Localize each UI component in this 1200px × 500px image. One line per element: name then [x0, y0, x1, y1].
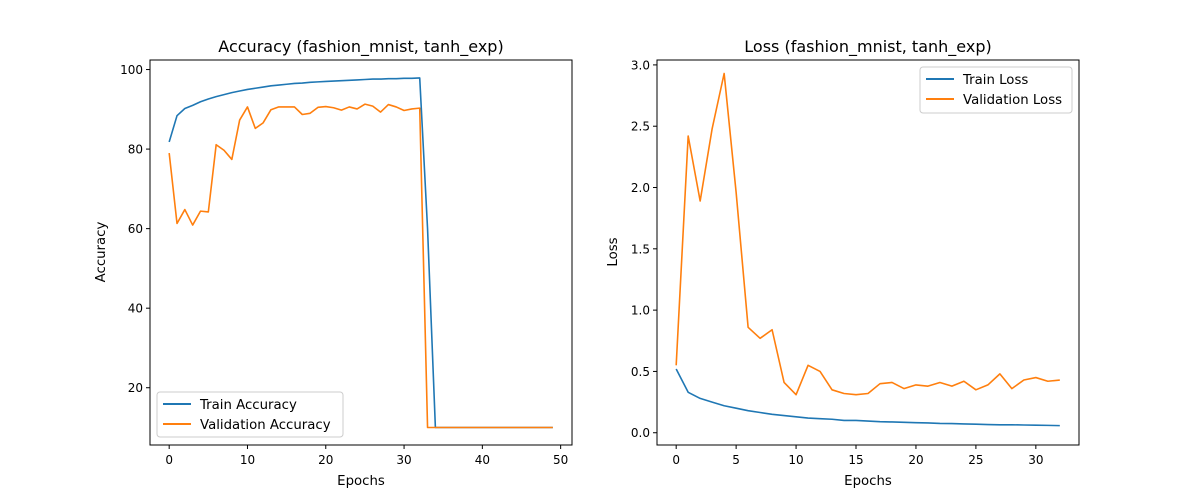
loss-y-tick-label: 3.0: [631, 58, 650, 72]
loss-x-axis-label: Epochs: [844, 474, 892, 489]
loss-x-tick-label: 20: [908, 453, 923, 467]
accuracy-y-tick-label: 80: [128, 143, 143, 157]
accuracy-x-tick-label: 0: [165, 453, 173, 467]
legend-train-accuracy-label: Train Accuracy: [199, 398, 297, 413]
legend-validation-loss-label: Validation Loss: [963, 93, 1062, 108]
accuracy-x-tick-label: 50: [553, 453, 568, 467]
loss-x-tick-label: 0: [672, 453, 680, 467]
loss-y-axis-label: Loss: [606, 237, 621, 266]
accuracy-chart-title: Accuracy (fashion_mnist, tanh_exp): [218, 37, 503, 57]
loss-x-tick-label: 15: [848, 453, 863, 467]
accuracy-y-axis-label: Accuracy: [94, 222, 109, 283]
accuracy-x-axis-label: Epochs: [337, 474, 385, 489]
accuracy-x-tick-label: 20: [318, 453, 333, 467]
accuracy-y-tick-label: 40: [128, 302, 143, 316]
loss-x-tick-label: 30: [1028, 453, 1043, 467]
accuracy-x-tick-label: 30: [396, 453, 411, 467]
accuracy-x-tick-label: 40: [475, 453, 490, 467]
accuracy-x-tick-label: 10: [240, 453, 255, 467]
accuracy-y-tick-label: 100: [120, 63, 143, 77]
accuracy-y-tick-label: 60: [128, 222, 143, 236]
loss-y-tick-label: 0.0: [631, 426, 650, 440]
legend-train-loss-label: Train Loss: [962, 73, 1028, 88]
loss-y-tick-label: 2.0: [631, 181, 650, 195]
legend-validation-accuracy-label: Validation Accuracy: [200, 418, 331, 433]
loss-x-tick-label: 10: [788, 453, 803, 467]
loss-y-tick-label: 0.5: [631, 365, 650, 379]
loss-chart-title: Loss (fashion_mnist, tanh_exp): [744, 37, 991, 57]
loss-legend: Train Loss Validation Loss: [920, 67, 1072, 113]
loss-y-tick-label: 2.5: [631, 120, 650, 134]
loss-x-tick-label: 25: [968, 453, 983, 467]
loss-y-tick-label: 1.5: [631, 242, 650, 256]
loss-y-tick-label: 1.0: [631, 304, 650, 318]
accuracy-y-tick-label: 20: [128, 381, 143, 395]
loss-x-tick-label: 5: [732, 453, 740, 467]
accuracy-legend: Train Accuracy Validation Accuracy: [157, 392, 343, 437]
